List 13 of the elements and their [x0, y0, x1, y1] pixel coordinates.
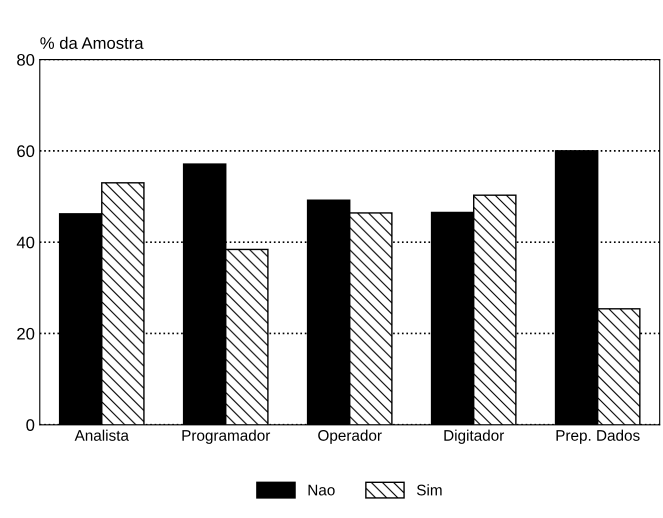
legend-label: Sim: [416, 484, 442, 496]
y-tick-label: 0: [26, 419, 34, 431]
x-tick-label: Programador: [182, 430, 270, 444]
x-tick-label: Prep. Dados: [556, 430, 640, 444]
y-tick-label: 20: [17, 328, 34, 340]
x-tick-label: Analista: [74, 430, 129, 441]
y-tick-label: 60: [17, 145, 34, 158]
y-tick-label: 80: [17, 54, 34, 66]
y-tick-label: 40: [16, 236, 34, 248]
legend-label: Nao: [308, 484, 335, 496]
x-tick-label: Operador: [318, 430, 382, 444]
x-tick-label: Digitador: [444, 430, 504, 444]
y-axis-title: % da Amostra: [40, 36, 144, 49]
